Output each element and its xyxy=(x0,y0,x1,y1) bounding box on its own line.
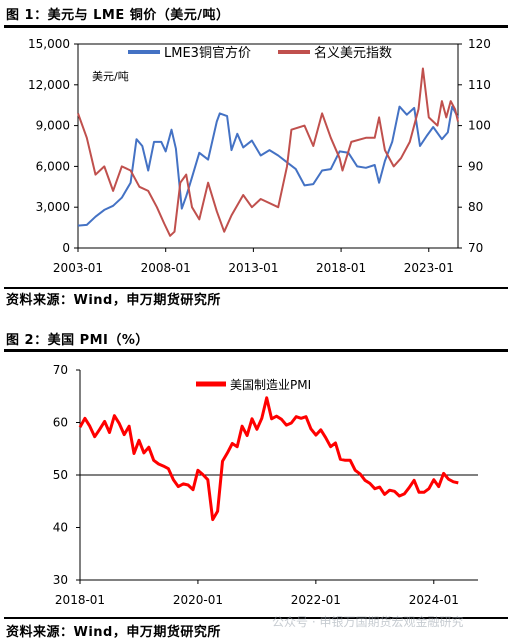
chart1-legend-label-1: LME3铜官方价 xyxy=(164,45,251,61)
chart2-x-tick-label: 2022-01 xyxy=(291,593,341,607)
chart1-right-tick-label: 80 xyxy=(468,200,483,214)
chart2-y-tick-label: 30 xyxy=(53,573,68,587)
chart1-x-tick-label: 2018-01 xyxy=(316,261,366,275)
chart1-legend-label-2: 名义美元指数 xyxy=(314,45,392,61)
figure2-top-rule xyxy=(4,349,508,352)
figure2-chart: 30 40 50 60 70 2018-01 2020-01 2022-01 2024-01 美国… xyxy=(53,363,478,607)
chart2-y-tick-label: 60 xyxy=(53,416,68,430)
chart1-x-tick-label: 2013-01 xyxy=(228,261,278,275)
chart2-x-tick-label: 2020-01 xyxy=(173,593,223,607)
chart2-y-tick-label: 70 xyxy=(53,363,68,377)
figure1-chart: 0 3,000 6,000 9,000 12,000 15,000 70 80 90 100 110… xyxy=(28,37,491,275)
chart1-x-tick-label: 2003-01 xyxy=(53,261,103,275)
chart1-series-line-1 xyxy=(77,105,459,227)
chart1-left-tick-label: 3,000 xyxy=(36,200,70,214)
chart1-plot-frame xyxy=(77,43,459,249)
chart2-y-tick-label: 40 xyxy=(53,521,68,535)
chart2-x-tick-label: 2024-01 xyxy=(409,593,459,607)
chart1-left-tick-label: 6,000 xyxy=(36,159,70,173)
chart2-legend-label-1: 美国制造业PMI xyxy=(230,378,311,392)
chart2-x-tick-label: 2018-01 xyxy=(55,593,105,607)
chart1-right-tick-label: 100 xyxy=(468,119,491,133)
chart1-left-tick-label: 15,000 xyxy=(28,37,70,51)
figure1-title: 图 1：美元与 LME 铜价（美元/吨） xyxy=(6,8,230,23)
chart1-left-tick-label: 9,000 xyxy=(36,119,70,133)
chart1-right-tick-label: 90 xyxy=(468,159,483,173)
figure1-top-rule xyxy=(4,25,508,28)
chart1-right-tick-label: 110 xyxy=(468,78,491,92)
chart1-left-tick-label: 12,000 xyxy=(28,78,70,92)
chart1-unit-label: 美元/吨 xyxy=(92,70,129,83)
figure2-bottom-rule xyxy=(4,617,508,619)
chart1-series-line-2 xyxy=(77,67,459,237)
chart1-right-tick-label: 70 xyxy=(468,241,483,255)
chart1-x-tick-label: 2023-01 xyxy=(404,261,454,275)
chart1-right-tick-label: 120 xyxy=(468,37,491,51)
figure1-bottom-rule xyxy=(4,287,508,289)
chart2-y-tick-label: 50 xyxy=(53,468,68,482)
chart2-series-line-1 xyxy=(78,396,459,522)
figure2-title: 图 2：美国 PMI（%） xyxy=(6,333,149,348)
figure2-source: 资料来源：Wind，申万期货研究所 xyxy=(6,625,221,640)
chart1-left-tick-label: 0 xyxy=(62,241,70,255)
figure1-source: 资料来源：Wind，申万期货研究所 xyxy=(6,293,221,308)
chart1-x-tick-label: 2008-01 xyxy=(141,261,191,275)
watermark: 公众号 · 申银万国期货宏观金融研究 xyxy=(272,615,464,629)
